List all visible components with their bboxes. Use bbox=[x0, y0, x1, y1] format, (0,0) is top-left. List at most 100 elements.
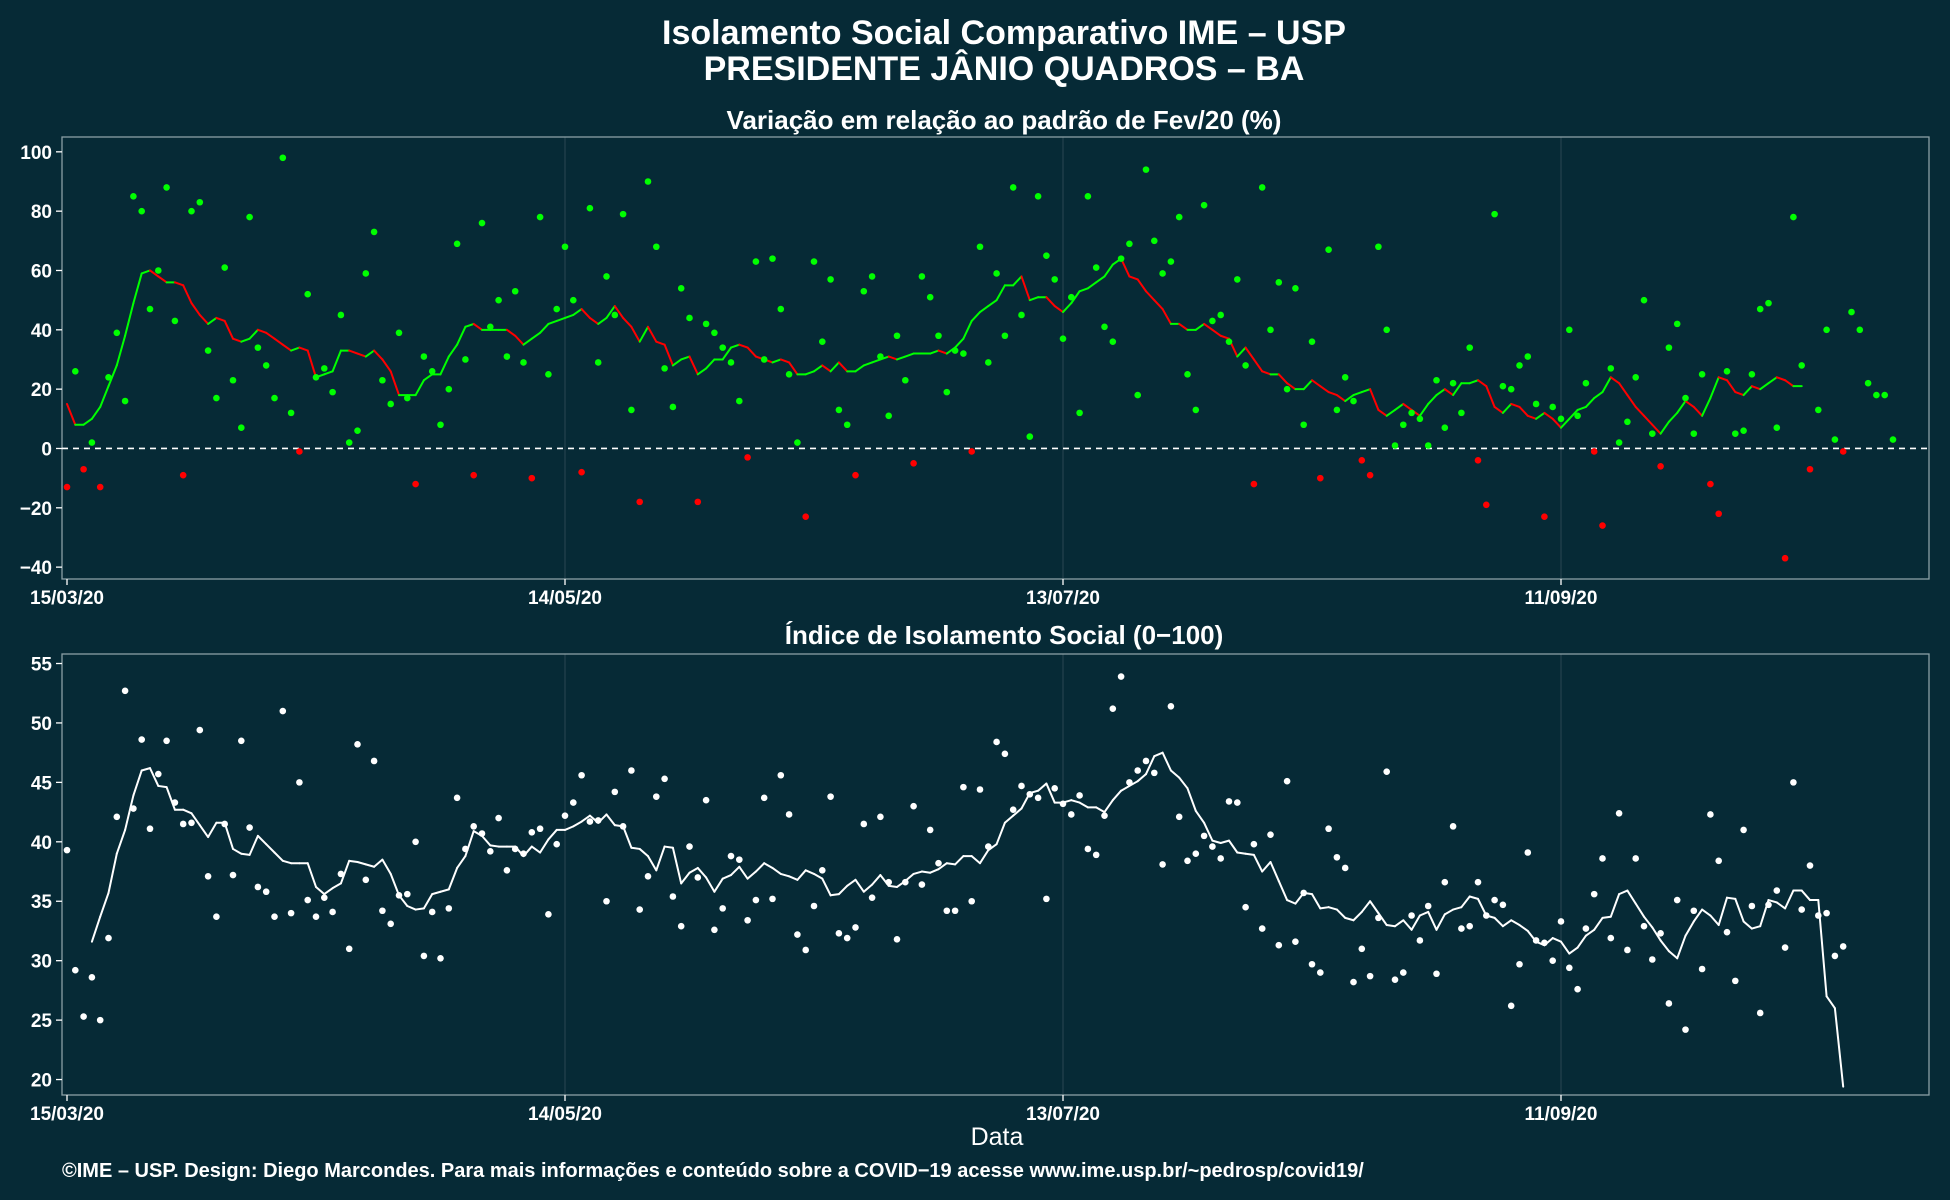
moving-average-segment bbox=[1775, 901, 1787, 910]
moving-average-segment bbox=[1825, 995, 1836, 1010]
moving-average-segment bbox=[115, 334, 127, 367]
moving-average-segment bbox=[837, 361, 849, 373]
moving-average-segment bbox=[705, 876, 716, 893]
moving-average-segment bbox=[232, 847, 243, 855]
moving-average-segment bbox=[1443, 388, 1455, 397]
data-point bbox=[171, 317, 179, 325]
data-point bbox=[1839, 448, 1847, 455]
data-point bbox=[603, 273, 610, 280]
data-point bbox=[155, 770, 162, 778]
data-point bbox=[1258, 925, 1266, 932]
moving-average-segment bbox=[315, 885, 326, 896]
data-point bbox=[1881, 391, 1888, 399]
moving-average-segment bbox=[1169, 769, 1181, 779]
moving-average-segment bbox=[364, 349, 376, 358]
moving-average-segment bbox=[1775, 376, 1787, 382]
data-point bbox=[1665, 1000, 1673, 1007]
data-point bbox=[1092, 264, 1100, 271]
data-point bbox=[487, 848, 494, 855]
data-point bbox=[1217, 855, 1224, 862]
moving-average-segment bbox=[1734, 897, 1745, 923]
moving-average-segment bbox=[1626, 889, 1637, 905]
panel-border bbox=[61, 136, 1930, 580]
moving-average-segment bbox=[1684, 920, 1695, 937]
moving-average-segment bbox=[1360, 388, 1372, 394]
moving-average-segment bbox=[331, 349, 342, 373]
y-tick-label: 30 bbox=[31, 952, 52, 973]
moving-average-segment bbox=[1543, 411, 1554, 420]
data-point bbox=[1292, 284, 1299, 292]
data-point bbox=[1624, 418, 1631, 426]
data-point bbox=[221, 820, 228, 828]
moving-average-segment bbox=[854, 364, 865, 373]
data-point bbox=[619, 823, 627, 830]
data-point bbox=[1308, 338, 1316, 345]
moving-average-segment bbox=[1103, 263, 1114, 278]
data-point bbox=[1151, 237, 1158, 245]
moving-average-segment bbox=[1228, 839, 1239, 854]
data-point bbox=[744, 916, 751, 924]
moving-average-segment bbox=[929, 349, 940, 355]
moving-average-segment bbox=[1833, 1007, 1845, 1088]
data-point bbox=[445, 905, 453, 912]
data-point bbox=[370, 228, 378, 236]
moving-average-segment bbox=[1394, 919, 1405, 928]
data-point bbox=[744, 454, 751, 461]
data-point bbox=[1690, 430, 1698, 437]
moving-average-segment bbox=[696, 367, 708, 376]
moving-average-segment bbox=[1692, 405, 1704, 417]
moving-average-segment bbox=[1327, 906, 1338, 911]
data-point bbox=[146, 825, 154, 833]
data-point bbox=[1773, 887, 1781, 894]
data-point bbox=[1350, 978, 1357, 986]
moving-average-segment bbox=[705, 358, 716, 370]
moving-average-segment bbox=[630, 846, 641, 850]
data-point bbox=[661, 775, 668, 783]
data-point bbox=[868, 273, 876, 280]
data-point bbox=[1400, 969, 1407, 976]
data-point bbox=[1831, 436, 1839, 443]
data-point bbox=[1408, 409, 1415, 417]
moving-average-segment bbox=[1286, 899, 1297, 905]
data-point bbox=[1059, 800, 1067, 808]
data-point bbox=[677, 922, 685, 930]
data-point bbox=[354, 427, 361, 434]
x-tick-label: 15/03/20 bbox=[30, 588, 104, 609]
moving-average-segment bbox=[381, 858, 392, 875]
data-point bbox=[1748, 371, 1756, 378]
data-point bbox=[1275, 279, 1283, 286]
data-point bbox=[1524, 353, 1532, 360]
moving-average-segment bbox=[746, 346, 757, 358]
moving-average-segment bbox=[1468, 379, 1479, 385]
data-point bbox=[727, 359, 735, 366]
moving-average-segment bbox=[1651, 926, 1662, 942]
data-point bbox=[321, 894, 328, 901]
moving-average-segment bbox=[149, 269, 160, 278]
moving-average-segment bbox=[99, 891, 110, 918]
data-point bbox=[586, 818, 594, 825]
data-point bbox=[860, 287, 868, 295]
data-point bbox=[1698, 371, 1706, 378]
moving-average-segment bbox=[796, 869, 807, 881]
data-point bbox=[1599, 522, 1606, 529]
data-point bbox=[462, 356, 469, 363]
data-point bbox=[1267, 831, 1274, 838]
data-point bbox=[935, 332, 942, 340]
data-point bbox=[644, 178, 652, 185]
moving-average-segment bbox=[190, 812, 201, 827]
data-point bbox=[1806, 862, 1814, 869]
data-point bbox=[968, 448, 975, 455]
data-point bbox=[96, 483, 104, 491]
moving-average-segment bbox=[1659, 939, 1670, 953]
moving-average-segment bbox=[572, 308, 583, 316]
data-point bbox=[279, 707, 287, 715]
moving-average-segment bbox=[1053, 305, 1064, 314]
moving-average-segment bbox=[1717, 896, 1728, 927]
moving-average-segment bbox=[688, 355, 699, 376]
data-point bbox=[1151, 769, 1158, 777]
moving-average-segment bbox=[605, 813, 616, 827]
data-point bbox=[1541, 939, 1548, 947]
data-point bbox=[794, 931, 801, 938]
data-point bbox=[1391, 442, 1399, 449]
